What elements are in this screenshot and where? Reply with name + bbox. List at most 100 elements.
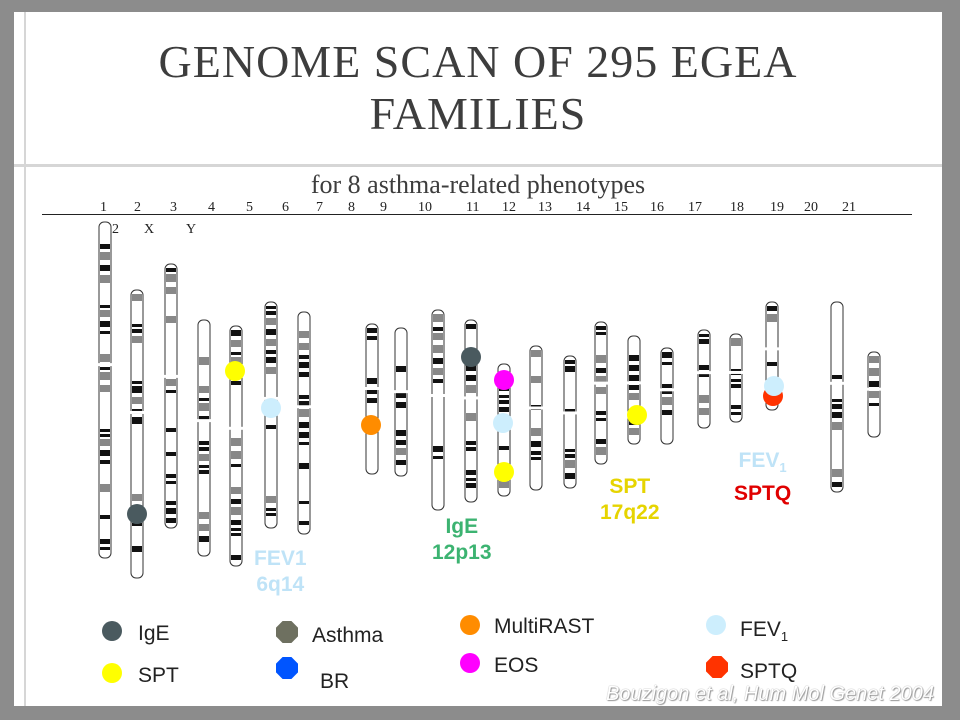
chromosome-band bbox=[100, 265, 110, 271]
chrom-number: 21 bbox=[842, 200, 856, 215]
chromosome-band bbox=[266, 496, 276, 503]
chrom-number: 11 bbox=[466, 200, 480, 215]
chromosome-19 bbox=[729, 333, 743, 423]
chromosome-band bbox=[767, 362, 777, 366]
legend-br-label: BR bbox=[320, 670, 350, 693]
chromosome-band bbox=[466, 365, 476, 371]
chromosome-band bbox=[596, 376, 606, 383]
chromosome-band bbox=[199, 470, 209, 474]
chromosome-band bbox=[869, 403, 879, 406]
centromere bbox=[297, 405, 311, 409]
chromosome-band bbox=[166, 518, 176, 523]
chromosome-band bbox=[596, 439, 606, 444]
slide: GENOME SCAN OF 295 EGEA FAMILIES for 8 a… bbox=[14, 12, 942, 706]
chromosome-band bbox=[231, 451, 241, 459]
chromosome-band bbox=[629, 355, 639, 361]
chromosome-band bbox=[596, 355, 606, 363]
annotation-locus: SPTQ bbox=[734, 482, 792, 506]
chrom-number: 1 bbox=[100, 200, 107, 215]
chromosome-band bbox=[396, 460, 406, 465]
chromosome-band bbox=[433, 358, 443, 364]
chromosome-band bbox=[596, 368, 606, 373]
chromosome-band bbox=[231, 340, 241, 347]
chromosome-band bbox=[869, 381, 879, 387]
chrom-number: 2 bbox=[112, 222, 119, 237]
chromosome-band bbox=[299, 521, 309, 525]
chromosome-band bbox=[299, 395, 309, 399]
legend-sptq-label: SPTQ bbox=[740, 660, 798, 683]
annotation-label: FEV1 bbox=[734, 448, 791, 481]
chromosome-band bbox=[231, 357, 241, 365]
chromosome-band bbox=[231, 438, 241, 446]
frame-line-left bbox=[24, 12, 26, 706]
chrom-number: 19 bbox=[770, 200, 784, 215]
chromosome-band bbox=[433, 314, 443, 322]
annotation-label: SPT bbox=[609, 475, 651, 498]
chromosome-band bbox=[596, 387, 606, 394]
chromosome-band bbox=[266, 508, 276, 511]
chromosome-band bbox=[266, 513, 276, 516]
chromosome-band bbox=[199, 357, 209, 365]
chrom-number: 20 bbox=[804, 200, 818, 215]
chromosome-band bbox=[396, 402, 406, 408]
chromosome-band bbox=[565, 460, 575, 468]
chromosome-band bbox=[100, 439, 110, 446]
chromosome-band bbox=[731, 338, 741, 346]
chrom-number: 12 bbox=[502, 200, 516, 215]
annotation-label: FEV1 bbox=[254, 547, 307, 570]
legend-eos-marker bbox=[460, 653, 480, 673]
chromosome-band bbox=[699, 334, 709, 337]
legend-ige-label: IgE bbox=[138, 622, 170, 645]
chrom-number: 13 bbox=[538, 200, 552, 215]
chromosome-band bbox=[396, 392, 406, 398]
chromosome-band bbox=[466, 375, 476, 381]
chromosome-band bbox=[199, 454, 209, 461]
chromosome-band bbox=[531, 457, 541, 460]
chromosome-band bbox=[662, 397, 672, 405]
chromosome-band bbox=[100, 429, 110, 432]
annotation-spt-17q22: SPT 17q22 bbox=[600, 474, 660, 526]
chromosome-21 bbox=[830, 301, 844, 493]
legend-fev1-label: FEV1 bbox=[740, 618, 788, 644]
slide-title: GENOME SCAN OF 295 EGEA FAMILIES bbox=[14, 36, 942, 140]
chromosome-band bbox=[466, 441, 476, 445]
chromosome-band bbox=[396, 440, 406, 445]
chromosome-band bbox=[596, 326, 606, 330]
chromosome-band bbox=[100, 310, 110, 317]
chromosome-band bbox=[832, 375, 842, 379]
chromosome-band bbox=[466, 470, 476, 475]
chromosome-band bbox=[166, 508, 176, 514]
chromosome-band bbox=[199, 465, 209, 468]
chromosome-band bbox=[231, 555, 241, 560]
chrom-number: 9 bbox=[380, 200, 387, 215]
dot-eos-chr13 bbox=[494, 370, 514, 390]
chrom-number: 10 bbox=[418, 200, 432, 215]
legend-asthma-label: Asthma bbox=[312, 624, 384, 647]
chrom-number: Y bbox=[186, 222, 197, 237]
title-line-2: FAMILIES bbox=[369, 88, 587, 139]
legend-fev1-text: FEV bbox=[740, 618, 781, 641]
chromosome-band bbox=[531, 441, 541, 447]
centromere bbox=[365, 387, 379, 390]
centromere bbox=[98, 363, 112, 367]
chromosome-band bbox=[166, 379, 176, 386]
centromere bbox=[563, 411, 577, 415]
centromere bbox=[229, 426, 243, 430]
chrom-number: 2 bbox=[134, 200, 141, 215]
centromere bbox=[394, 390, 408, 394]
chromosome-band bbox=[433, 379, 443, 383]
chromosome-band bbox=[662, 390, 672, 394]
chromosome-band bbox=[299, 331, 309, 338]
chromosome-band bbox=[629, 375, 639, 381]
chromosome-band bbox=[662, 384, 672, 388]
chromosome-band bbox=[499, 400, 509, 404]
chromosome-band bbox=[231, 533, 241, 536]
chromosome-band bbox=[433, 327, 443, 331]
chromosome-band bbox=[629, 393, 639, 400]
chromosome-band bbox=[466, 324, 476, 329]
chromosome-band bbox=[299, 355, 309, 359]
chromosome-band bbox=[367, 388, 377, 394]
chromosome-band bbox=[231, 499, 241, 504]
chromosome-band bbox=[565, 360, 575, 364]
legend-spt-marker bbox=[102, 663, 122, 683]
